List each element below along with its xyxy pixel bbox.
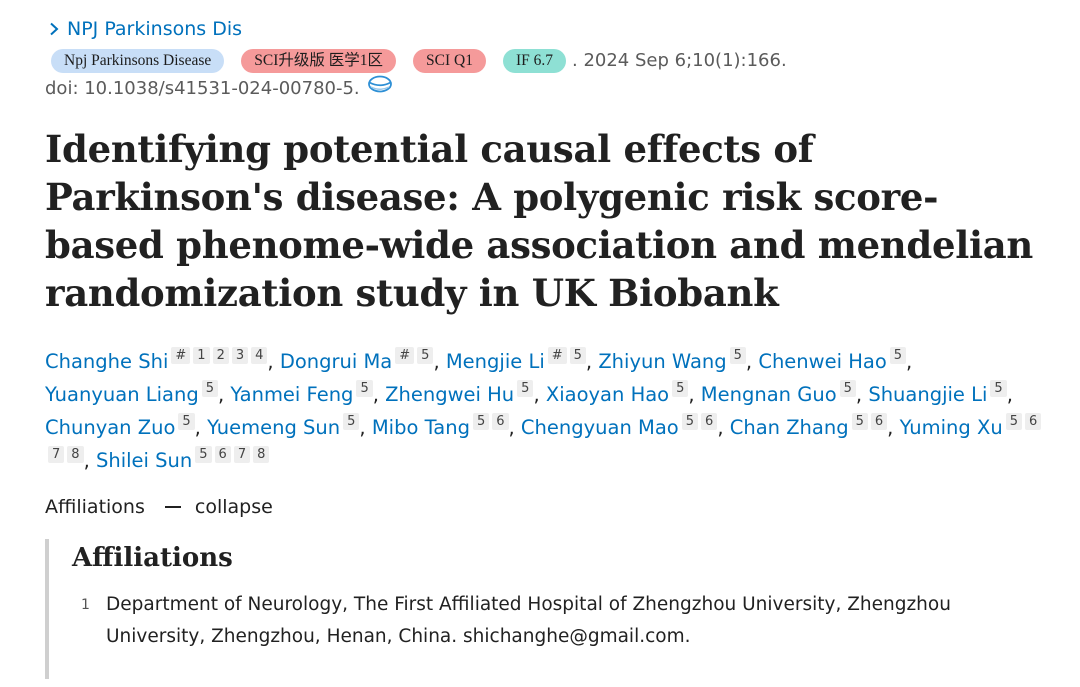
citation-line: Npj Parkinsons Disease SCI升级版 医学1区 SCI Q…: [45, 47, 1055, 75]
author-separator: ,: [745, 350, 759, 373]
affiliation-ref[interactable]: 5: [356, 380, 373, 397]
author-list: Changhe Shi #1 2 3 4, Dongrui Ma #5, Mengjie …: [45, 345, 1055, 477]
article-title: Identifying potential causal effects of …: [45, 127, 1034, 315]
author-link[interactable]: Chan Zhang: [729, 416, 849, 439]
author-separator: ,: [717, 416, 730, 439]
author-link[interactable]: Zhiyun Wang: [598, 350, 727, 373]
author-link[interactable]: Zhengwei Hu: [385, 383, 515, 406]
author-link[interactable]: Yanmei Feng: [230, 383, 354, 406]
affiliations-heading: Affiliations: [72, 543, 233, 573]
affiliation-ref[interactable]: 5: [417, 347, 434, 364]
sci-upgrade-badge: SCI升级版 医学1区: [241, 49, 396, 73]
affiliation-ref[interactable]: 4: [251, 347, 268, 364]
affiliation-ref[interactable]: 5: [201, 380, 218, 397]
author-link[interactable]: Xiaoyan Hao: [545, 383, 670, 406]
affiliation-ref[interactable]: 1: [193, 347, 210, 364]
affiliation-number: 1: [81, 597, 90, 613]
affiliation-ref[interactable]: 5: [990, 380, 1007, 397]
journal-badge[interactable]: Npj Parkinsons Disease: [51, 49, 225, 73]
sci-quartile-badge: SCI Q1: [413, 49, 486, 73]
affiliation-ref[interactable]: 6: [492, 413, 509, 430]
affiliation-ref[interactable]: 5: [517, 380, 534, 397]
author-link[interactable]: Shilei Sun: [95, 449, 193, 472]
affiliation-ref[interactable]: 6: [214, 446, 231, 463]
affiliation-ref[interactable]: 5: [672, 380, 689, 397]
affiliation-ref[interactable]: 2: [212, 347, 229, 364]
author-separator: ,: [359, 416, 372, 439]
author-link[interactable]: Mengnan Guo: [700, 383, 837, 406]
author-link[interactable]: Changhe Shi: [45, 350, 169, 373]
affiliation-ref[interactable]: 5: [1005, 413, 1022, 430]
journal-link[interactable]: NPJ Parkinsons Dis: [47, 14, 1055, 44]
journal-link-label[interactable]: NPJ Parkinsons Dis: [67, 18, 243, 40]
citation-text: . 2024 Sep 6;10(1):166.: [572, 50, 787, 71]
impact-factor-badge: IF 6.7: [502, 49, 566, 73]
author-separator: ,: [855, 383, 869, 406]
affiliation-ref[interactable]: 5: [195, 446, 212, 463]
author-separator: ,: [533, 383, 546, 406]
author-link[interactable]: Yuming Xu: [899, 416, 1003, 439]
author-link[interactable]: Yuanyuan Liang: [45, 383, 199, 406]
affiliation-ref[interactable]: 5: [569, 347, 586, 364]
affiliation-ref[interactable]: 5: [889, 347, 907, 364]
author-link[interactable]: Mengjie Li: [445, 350, 545, 373]
author-link[interactable]: Mibo Tang: [371, 416, 470, 439]
affiliation-ref[interactable]: 5: [343, 413, 360, 430]
affiliation-ref[interactable]: 7: [233, 446, 251, 463]
author-separator: ,: [887, 416, 900, 439]
chevron-right-icon: [50, 22, 59, 36]
affiliation-ref[interactable]: 3: [231, 347, 249, 364]
author-separator: ,: [585, 350, 599, 373]
author-separator: ,: [508, 416, 521, 439]
doi-text[interactable]: doi: 10.1038/s41531-024-00780-5.: [45, 78, 360, 99]
author-separator: ,: [906, 350, 913, 373]
author-link[interactable]: Dongrui Ma: [279, 350, 393, 373]
author-separator: ,: [1006, 383, 1013, 406]
affiliation-ref[interactable]: 5: [178, 413, 195, 430]
affiliations-panel: Affiliations 1 Department of Neurology, …: [45, 539, 1055, 679]
affiliations-toggle: Affiliations collapse: [45, 493, 1055, 521]
affiliation-ref[interactable]: 7: [48, 446, 65, 463]
affiliation-item: 1 Department of Neurology, The First Aff…: [72, 589, 1055, 653]
author-separator: ,: [194, 416, 208, 439]
affiliation-ref[interactable]: 5: [472, 413, 490, 430]
affiliation-ref[interactable]: 6: [701, 413, 718, 430]
dash-icon: [164, 506, 181, 508]
author-separator: ,: [218, 383, 231, 406]
article-header: NPJ Parkinsons Dis Npj Parkinsons Diseas…: [45, 14, 1055, 679]
doi-link-icon[interactable]: [366, 73, 394, 95]
author-separator: ,: [267, 350, 280, 373]
author-link[interactable]: Chengyuan Mao: [520, 416, 679, 439]
equal-contribution-marker[interactable]: #: [395, 347, 415, 364]
author-link[interactable]: Yuemeng Sun: [207, 416, 341, 439]
equal-contribution-marker[interactable]: #: [171, 347, 191, 364]
affiliation-text: Department of Neurology, The First Affil…: [106, 594, 951, 647]
author-link[interactable]: Shuangjie Li: [868, 383, 988, 406]
author-separator: ,: [688, 383, 701, 406]
doi-line: doi: 10.1038/s41531-024-00780-5.: [45, 75, 1055, 103]
affiliations-toggle-label: Affiliations: [45, 496, 145, 518]
affiliation-ref[interactable]: 8: [253, 446, 270, 463]
author-separator: ,: [433, 350, 446, 373]
affiliation-ref[interactable]: 6: [870, 413, 888, 430]
affiliation-ref[interactable]: 6: [1024, 413, 1042, 430]
author-separator: ,: [83, 449, 96, 472]
author-link[interactable]: Chunyan Zuo: [45, 416, 176, 439]
author-link[interactable]: Chenwei Hao: [758, 350, 887, 373]
affiliation-ref[interactable]: 8: [67, 446, 84, 463]
author-separator: ,: [372, 383, 386, 406]
affiliation-ref[interactable]: 5: [681, 413, 699, 430]
collapse-button[interactable]: collapse: [194, 496, 273, 518]
affiliation-ref[interactable]: 5: [839, 380, 856, 397]
equal-contribution-marker[interactable]: #: [547, 347, 567, 364]
affiliation-ref[interactable]: 5: [729, 347, 746, 364]
affiliation-ref[interactable]: 5: [851, 413, 868, 430]
